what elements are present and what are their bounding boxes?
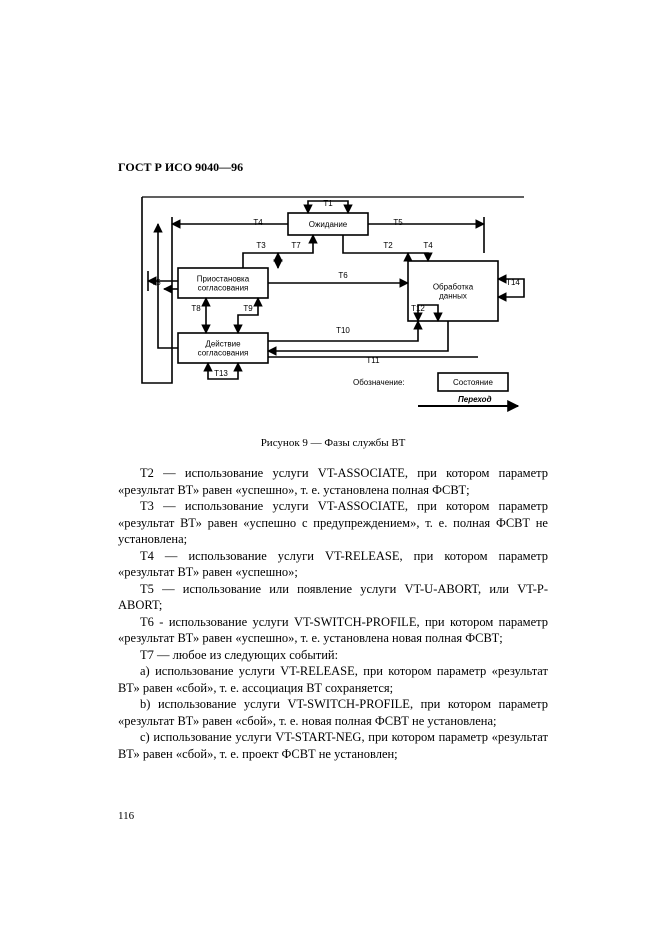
edge-label: Т4 bbox=[423, 241, 433, 250]
edge-label: Т3 bbox=[256, 241, 266, 250]
diagram-node-label: Ожидание bbox=[309, 220, 348, 229]
edge-label: Т12 bbox=[411, 304, 425, 313]
edge-label: Т7 bbox=[291, 241, 301, 250]
edge-label: Т9 bbox=[243, 304, 253, 313]
paragraph: Т7 — любое из следующих событий: bbox=[118, 647, 548, 664]
diagram-node-label: данных bbox=[439, 292, 467, 301]
paragraph: Т2 — использование услуги VT-ASSOCIATE, … bbox=[118, 465, 548, 498]
page-number: 116 bbox=[118, 810, 134, 822]
doc-header: ГОСТ Р ИСО 9040—96 bbox=[118, 160, 548, 175]
diagram-node-label: согласования bbox=[198, 349, 249, 358]
edge-label: Т5 bbox=[393, 218, 403, 227]
diagram-node-label: Обработка bbox=[433, 283, 474, 292]
edge-label: Т5 bbox=[151, 278, 161, 287]
diagram-node-label: Действие bbox=[205, 340, 241, 349]
paragraph: Т4 — использование услуги VT-RELEASE, пр… bbox=[118, 548, 548, 581]
edge-label: Т8 bbox=[191, 304, 201, 313]
diagram-node-label: Состояние bbox=[453, 378, 493, 387]
edge-label: Т1 bbox=[323, 199, 333, 208]
edge-label: Т2 bbox=[383, 241, 393, 250]
paragraph: Т3 — использование услуги VT-ASSOCIATE, … bbox=[118, 498, 548, 548]
paragraph: Т5 — использование или появление услуги … bbox=[118, 581, 548, 614]
diagram-node-label: согласования bbox=[198, 284, 249, 293]
edge-label: Т10 bbox=[336, 326, 350, 335]
paragraph: b) использование услуги VT-SWITCH-PROFIL… bbox=[118, 696, 548, 729]
paragraph: a) использование услуги VT-RELEASE, при … bbox=[118, 663, 548, 696]
edge-label: Т4 bbox=[253, 218, 263, 227]
edge-label: Т14 bbox=[506, 278, 520, 287]
edge-label: Т6 bbox=[338, 271, 348, 280]
legend-arrow-label: Переход bbox=[458, 395, 492, 404]
paragraph: Т6 - использование услуги VT-SWITCH-PROF… bbox=[118, 614, 548, 647]
edge-label: Т13 bbox=[214, 369, 228, 378]
edge-label: Т11 bbox=[366, 356, 380, 365]
body-text: Т2 — использование услуги VT-ASSOCIATE, … bbox=[118, 465, 548, 762]
figure-caption: Рисунок 9 — Фазы службы ВТ bbox=[118, 437, 548, 449]
diagram-node-label: Приостановка bbox=[197, 275, 250, 284]
paragraph: с) использование услуги VT-START-NEG, пр… bbox=[118, 729, 548, 762]
phase-diagram: ОжиданиеПриостановкасогласованияДействие… bbox=[118, 193, 548, 423]
legend-label: Обозначение: bbox=[353, 378, 405, 387]
